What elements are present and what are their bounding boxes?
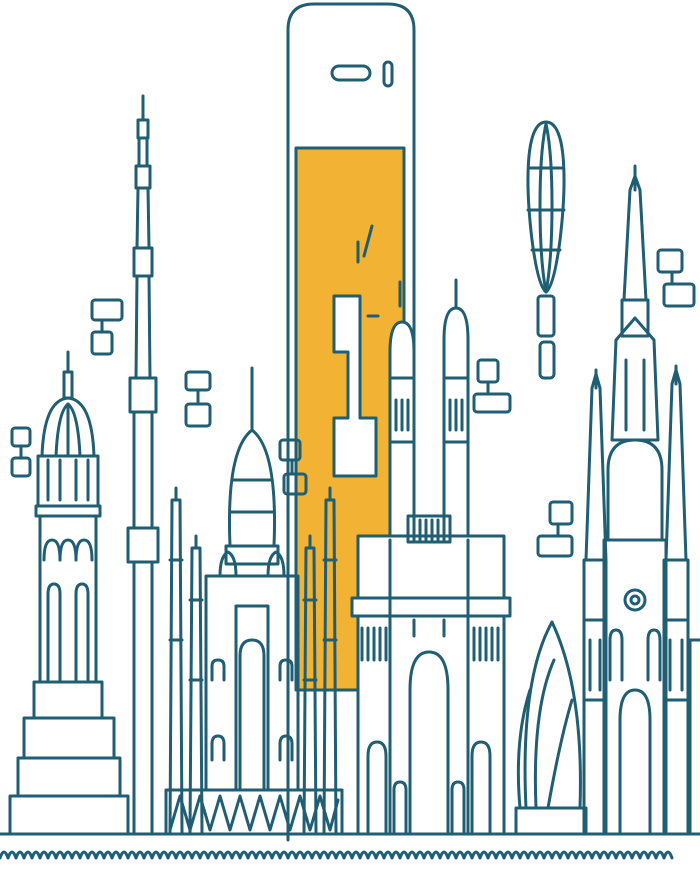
cloud-icon bbox=[184, 370, 212, 428]
cloud-icon bbox=[10, 426, 32, 478]
domed-building bbox=[8, 350, 130, 836]
number-one-glyph bbox=[332, 294, 378, 478]
gateway-arch bbox=[350, 278, 512, 836]
cloud-icon bbox=[536, 500, 574, 558]
cloud-icon bbox=[472, 358, 512, 414]
water-waves bbox=[0, 850, 674, 860]
cloud-icon bbox=[656, 248, 696, 308]
phone-speaker-icon bbox=[330, 64, 372, 82]
phone-camera-icon bbox=[382, 60, 394, 88]
hot-air-balloon-icon bbox=[526, 120, 566, 380]
rose-window-icon bbox=[623, 588, 647, 612]
cloud-icon bbox=[90, 298, 124, 356]
sail-building bbox=[514, 620, 588, 836]
observation-tower bbox=[126, 94, 160, 836]
cloud-icon bbox=[278, 438, 308, 496]
